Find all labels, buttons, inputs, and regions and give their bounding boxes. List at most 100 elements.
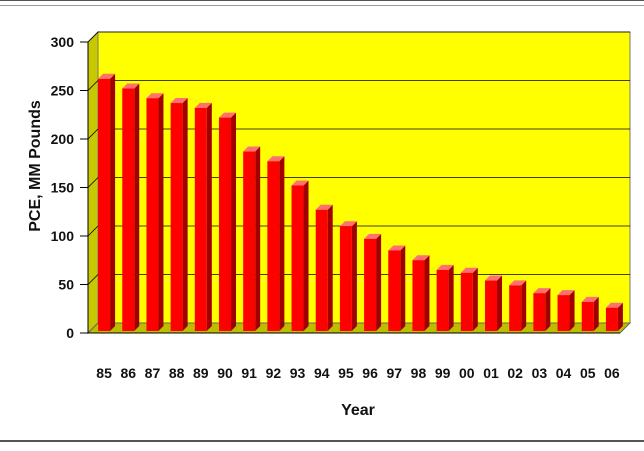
bar-side	[303, 180, 309, 331]
bar-top	[98, 73, 116, 79]
bar-top	[194, 102, 212, 108]
bar-front	[267, 161, 280, 331]
x-tick-label: 05	[580, 365, 596, 381]
bar-side	[182, 98, 188, 331]
bar-02	[509, 280, 527, 331]
bar-top	[460, 267, 478, 273]
bar-top	[581, 296, 599, 302]
bar-side	[472, 267, 478, 331]
bar-top	[267, 156, 285, 162]
gridline-side	[87, 177, 99, 188]
bar-front	[315, 209, 328, 331]
top-border	[0, 0, 644, 6]
y-tick-label: 100	[51, 228, 75, 244]
bar-front	[194, 107, 207, 332]
bar-85	[98, 73, 116, 332]
bar-top	[557, 290, 575, 296]
bar-side	[448, 264, 454, 331]
bar-96	[364, 233, 382, 331]
bar-top	[412, 255, 430, 261]
x-tick-label: 98	[411, 365, 427, 381]
x-tick-label: 85	[96, 365, 112, 381]
x-tick-label: 97	[386, 365, 402, 381]
bar-side	[497, 275, 502, 331]
bar-front	[291, 185, 304, 331]
bar-88	[170, 98, 188, 331]
x-tick-label: 86	[120, 365, 136, 381]
bar-97	[388, 245, 406, 331]
y-tick-label: 200	[51, 131, 75, 147]
bar-side	[424, 255, 430, 331]
gridline-side	[87, 80, 99, 91]
x-tick-label: 89	[193, 365, 209, 381]
bar-99	[436, 264, 454, 331]
bar-05	[581, 296, 599, 331]
bar-side	[327, 204, 333, 331]
bar-front	[388, 250, 401, 331]
bar-side	[593, 296, 599, 331]
bar-89	[194, 102, 212, 332]
bar-front	[581, 301, 594, 331]
bar-side	[279, 156, 285, 331]
bar-top	[243, 146, 261, 152]
bar-side	[569, 290, 575, 331]
bar-top	[315, 204, 333, 210]
bar-92	[267, 156, 285, 331]
gridline-side	[87, 31, 99, 43]
bar-side	[255, 146, 261, 331]
x-tick-label: 03	[532, 365, 548, 381]
x-tick-label: 90	[217, 365, 233, 381]
y-tick-label: 0	[66, 325, 74, 341]
bar-front	[460, 272, 473, 331]
bar-front	[146, 98, 159, 331]
bar-front	[98, 78, 111, 331]
bar-top	[509, 280, 527, 286]
bar-side	[351, 221, 357, 331]
bar-front	[170, 103, 183, 331]
bar-front	[557, 295, 570, 331]
x-tick-label: 06	[604, 365, 620, 381]
y-tick-label: 300	[51, 34, 75, 50]
bar-top	[533, 288, 551, 294]
bar-top	[339, 221, 357, 227]
bottom-border	[0, 440, 644, 442]
x-tick-label: 88	[169, 365, 185, 381]
x-tick-label: 00	[459, 365, 475, 381]
bar-side	[158, 93, 164, 331]
bar-side	[400, 245, 406, 331]
bar-front	[243, 151, 256, 331]
bar-side	[110, 73, 116, 332]
bar-01	[485, 275, 502, 331]
bar-90	[219, 112, 236, 331]
y-axis-title: PCE, MM Pounds	[27, 100, 44, 232]
bar-front	[122, 88, 135, 331]
y-tick-label: 250	[51, 83, 75, 99]
bar-front	[533, 293, 546, 331]
gridline-side	[87, 225, 99, 237]
bar-95	[339, 221, 357, 331]
gridline-side	[87, 274, 99, 285]
bar-front	[605, 307, 618, 331]
bar-top	[388, 245, 406, 251]
y-axis-ticks: 0 50 100 150 200 250 300	[51, 34, 89, 341]
x-axis-ticks: 85 86 87 88 89 90 91 92 93 94 95 96 97 98 99 00 01 02 03 04…	[88, 332, 620, 381]
bar-93	[291, 180, 309, 331]
bar-91	[243, 146, 261, 331]
bar-04	[557, 290, 575, 331]
bar-front	[485, 280, 497, 331]
bar-top	[122, 83, 140, 89]
bar-top	[485, 275, 502, 281]
gridline-side	[87, 128, 99, 140]
x-tick-label: 94	[314, 365, 330, 381]
bar-top	[146, 93, 164, 99]
plot-background	[86, 30, 632, 335]
x-tick-label: 96	[362, 365, 378, 381]
bar-top	[170, 98, 188, 104]
bar-86	[122, 83, 140, 331]
x-tick-label: 04	[556, 365, 572, 381]
bar-side	[206, 102, 212, 332]
bar-top	[219, 112, 236, 118]
x-tick-label: 87	[145, 365, 161, 381]
bar-side	[231, 112, 236, 331]
